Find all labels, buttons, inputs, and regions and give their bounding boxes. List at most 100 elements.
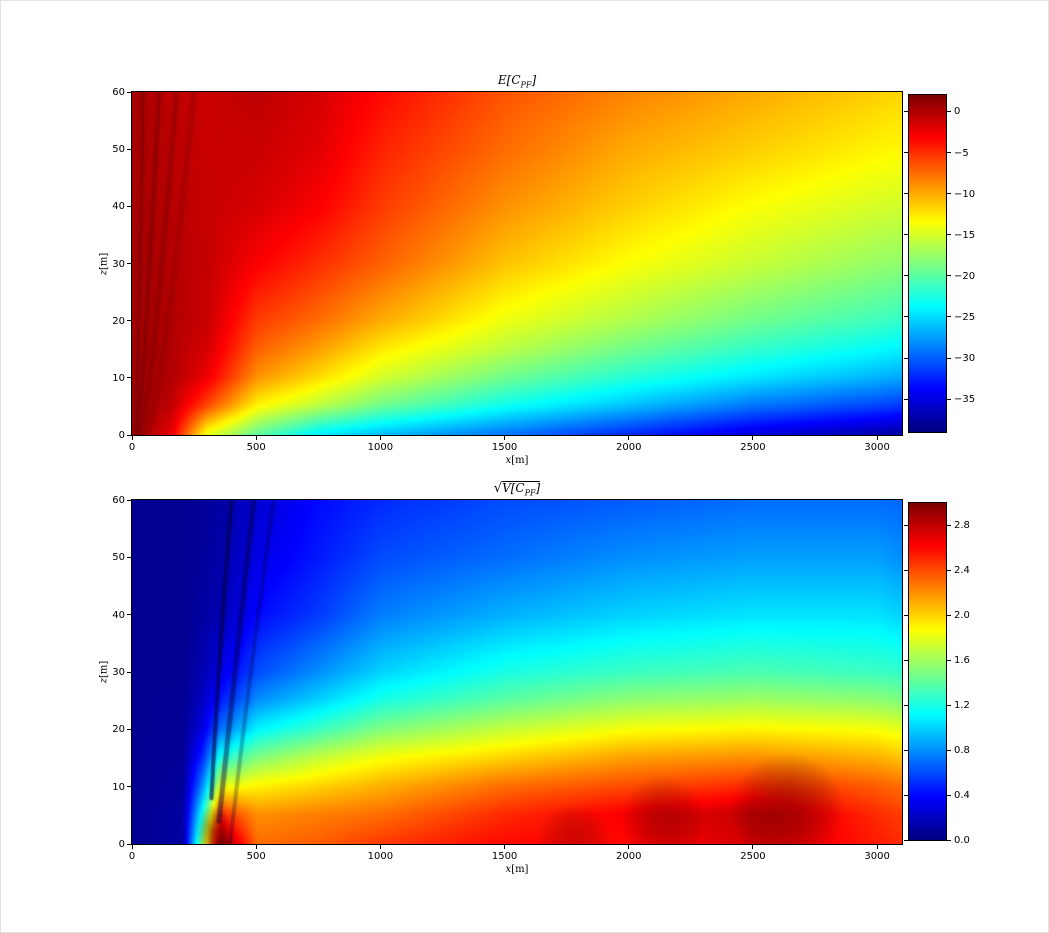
colorbar-tick	[947, 614, 951, 616]
colorbar-tick	[904, 275, 908, 277]
y-tick-label: 0	[118, 430, 125, 441]
x-tick	[876, 845, 878, 849]
plot-title-mean: E[CPF]	[132, 73, 902, 89]
colorbar-tick-label: 1.2	[954, 700, 970, 712]
colorbar-tick	[904, 749, 908, 751]
colorbar-tick	[904, 569, 908, 571]
x-tick-label: 0	[128, 851, 136, 862]
x-tick-label: 2500	[740, 851, 766, 862]
y-tick-label: 0	[118, 839, 125, 850]
y-tick-label: 30	[112, 258, 125, 270]
x-tick-label: 500	[246, 851, 266, 862]
colorbar-tick	[947, 357, 951, 359]
colorbar-tick	[947, 234, 951, 236]
colorbar-tick	[947, 659, 951, 661]
x-tick	[504, 845, 506, 849]
colorbar-mean-canvas	[909, 95, 946, 432]
x-tick-label: 2000	[616, 851, 642, 862]
y-tick	[127, 614, 131, 616]
colorbar-tick-label: −5	[954, 147, 969, 159]
title-subscript: PF	[520, 80, 532, 90]
title-subscript: PF	[524, 488, 536, 498]
x-tick-label: 0	[128, 442, 136, 453]
y-tick	[127, 148, 131, 150]
y-tick	[127, 205, 131, 207]
y-tick	[127, 377, 131, 379]
colorbar-tick	[947, 839, 951, 841]
colorbar-std: 2.8 2.4 2.0 1.6 1.2 0.8 0.4 0.0	[904, 502, 970, 846]
colorbar-tick-label: −10	[954, 188, 976, 200]
y-tick-label: 20	[112, 724, 125, 736]
plot-title-std: √V[CPF]	[132, 481, 902, 498]
x-tick-label: 1000	[367, 442, 394, 453]
heatmap-std-plot: √V[CPF] x[m] z[m] 0 500 1000 1500 2000 2500 30…	[99, 481, 903, 875]
y-tick	[127, 499, 131, 501]
y-tick	[127, 91, 131, 93]
colorbar-tick	[947, 524, 951, 526]
colorbar-tick	[904, 614, 908, 616]
colorbar-tick	[947, 749, 951, 751]
x-tick	[628, 436, 630, 440]
colorbar-tick	[947, 704, 951, 706]
colorbar-tick	[904, 234, 908, 236]
colorbar-tick	[904, 398, 908, 400]
y-tick-label: 40	[112, 609, 125, 621]
x-tick	[876, 436, 878, 440]
colorbar-tick	[947, 193, 951, 195]
x-tick-label: 1500	[491, 851, 518, 862]
colorbar-tick-label: 0.0	[954, 835, 970, 846]
y-tick-label: 50	[112, 552, 125, 564]
x-axis-label: x[m]	[505, 455, 529, 466]
y-tick	[127, 320, 131, 322]
colorbar-mean: 0 −5 −10 −15 −20 −25 −30 −35	[904, 94, 975, 433]
colorbar-std-canvas	[909, 503, 946, 840]
y-tick	[127, 434, 131, 436]
colorbar-tick-label: 2.8	[954, 520, 970, 532]
y-tick	[127, 671, 131, 673]
colorbar-tick	[904, 110, 908, 112]
y-tick-label: 20	[112, 315, 125, 327]
y-tick-label: 50	[112, 144, 125, 156]
colorbar-tick-label: 0	[954, 106, 961, 118]
x-tick	[255, 436, 257, 440]
x-tick-label: 3000	[864, 442, 890, 453]
colorbar-tick-label: −25	[954, 311, 976, 323]
y-tick-label: 60	[112, 87, 125, 98]
sqrt-radical: √	[493, 481, 503, 496]
colorbar-tick	[904, 704, 908, 706]
title-text: V[C	[502, 481, 525, 495]
colorbar-tick	[947, 398, 951, 400]
x-tick-label: 2000	[616, 442, 642, 453]
colorbar-tick-label: 1.6	[954, 655, 970, 667]
colorbar-tick	[947, 110, 951, 112]
heatmap-mean-plot: E[CPF] x[m] z[m] 0 500 1000 1500 2000 2500 300…	[99, 73, 903, 466]
x-tick-label: 2500	[740, 442, 766, 453]
title-text: ]	[531, 73, 537, 87]
x-tick	[131, 436, 133, 440]
y-tick	[127, 556, 131, 558]
y-tick-label: 30	[112, 667, 125, 678]
colorbar-tick-label: −15	[954, 229, 976, 241]
colorbar-tick	[904, 193, 908, 195]
x-tick	[752, 845, 754, 849]
title-text: ]	[535, 481, 541, 495]
colorbar-tick-label: 2.4	[954, 565, 970, 577]
colorbar-tick	[904, 659, 908, 661]
x-tick-label: 500	[246, 442, 266, 453]
colorbar-tick	[904, 152, 908, 154]
x-tick	[255, 845, 257, 849]
title-text: E[C	[497, 73, 521, 87]
y-tick	[127, 263, 131, 264]
colorbar-tick-label: 0.8	[954, 745, 970, 757]
heatmap-mean-canvas	[132, 92, 902, 435]
y-tick	[127, 843, 131, 845]
x-tick-label: 1000	[367, 851, 394, 862]
colorbar-tick	[904, 794, 908, 796]
colorbar-tick	[904, 357, 908, 359]
x-tick	[131, 845, 133, 849]
x-tick	[628, 845, 630, 849]
colorbar-tick	[947, 152, 951, 154]
y-tick-label: 60	[112, 495, 125, 506]
colorbar-tick	[904, 316, 908, 318]
